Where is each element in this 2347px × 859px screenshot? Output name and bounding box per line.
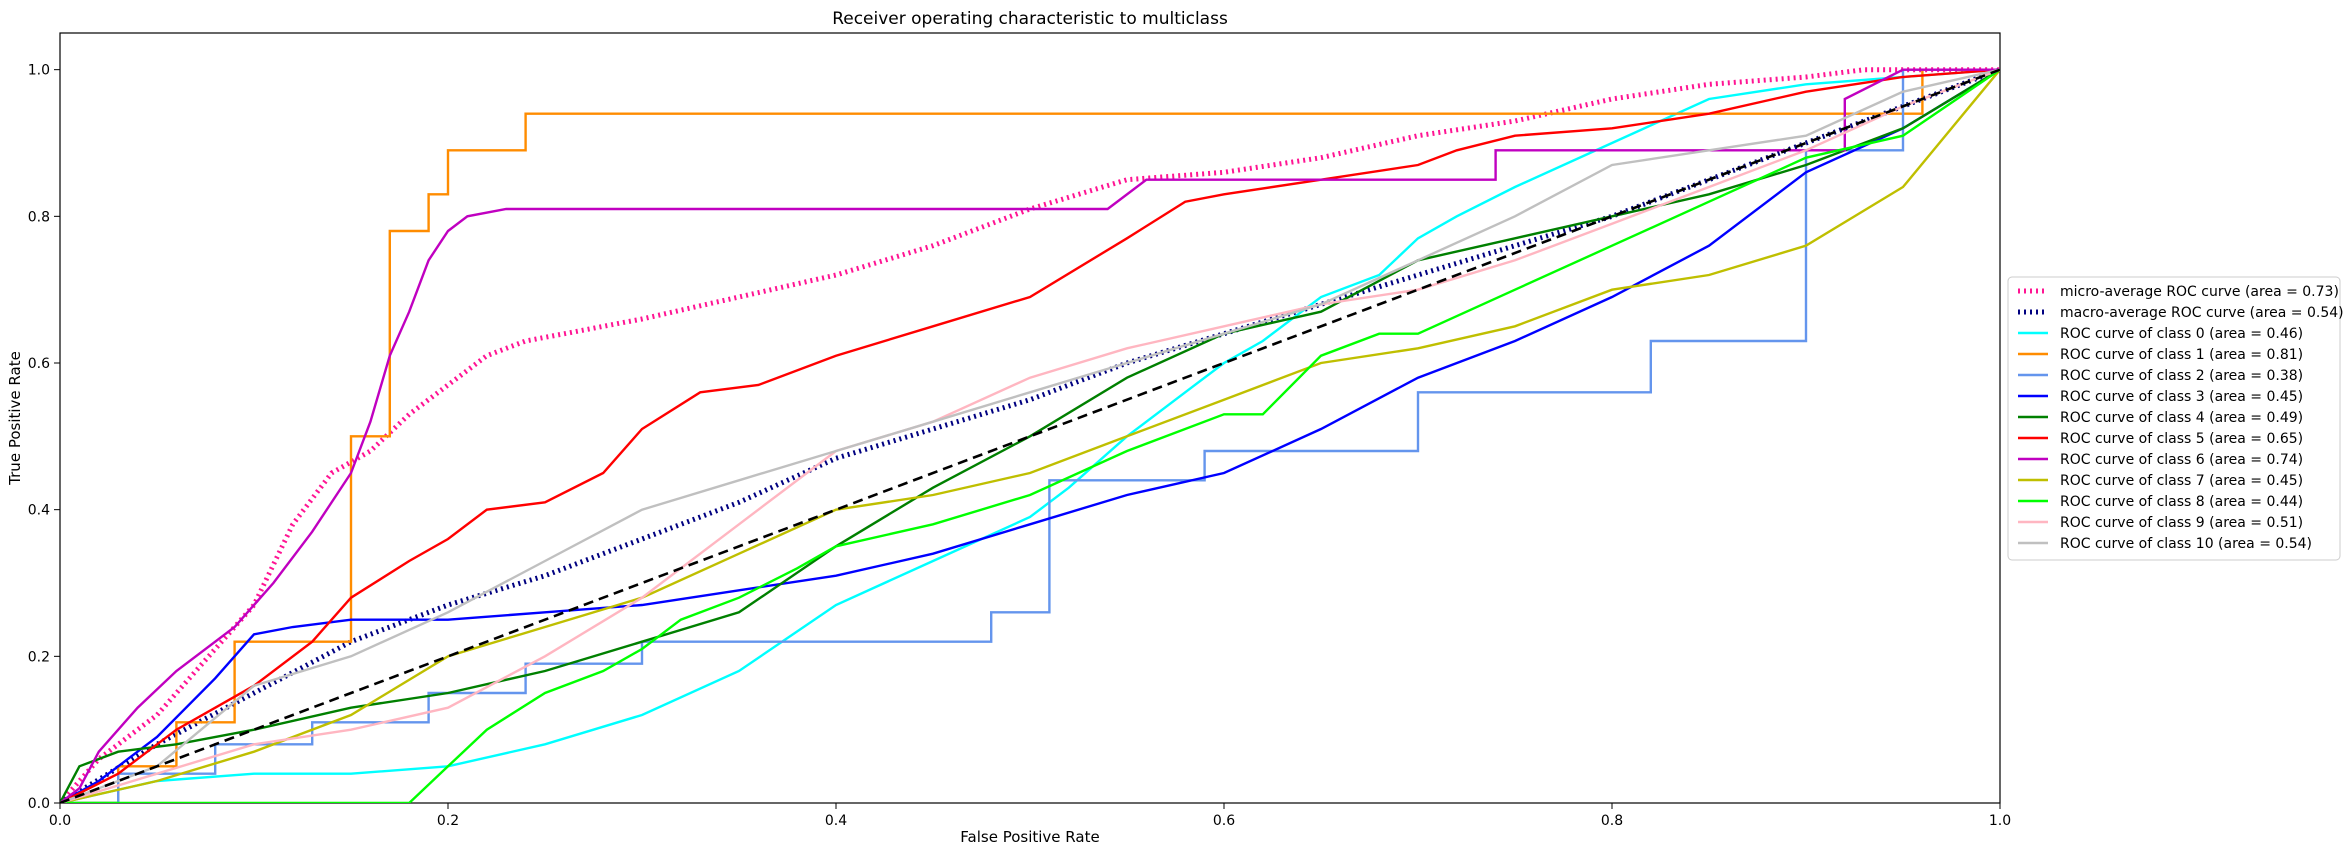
- legend-label: ROC curve of class 2 (area = 0.38): [2060, 368, 2303, 384]
- legend-box: [2007, 276, 2341, 561]
- y-tick-label: 0.2: [28, 649, 50, 665]
- legend-label: ROC curve of class 3 (area = 0.45): [2060, 389, 2303, 405]
- legend-label: ROC curve of class 10 (area = 0.54): [2060, 536, 2312, 552]
- roc-series-line-12: [60, 68, 2000, 803]
- legend-label: ROC curve of class 0 (area = 0.46): [2060, 326, 2303, 342]
- legend-label: micro-average ROC curve (area = 0.73): [2060, 284, 2339, 300]
- x-tick-label: 0.6: [1213, 813, 1235, 829]
- legend-label: ROC curve of class 8 (area = 0.44): [2060, 494, 2303, 510]
- roc-series-line-8: [60, 68, 2000, 803]
- y-axis-label: True Positive Rate: [6, 351, 24, 486]
- roc-series-line-7: [60, 68, 2000, 803]
- legend-label: ROC curve of class 6 (area = 0.74): [2060, 452, 2303, 468]
- chance-diagonal-line: [60, 68, 2000, 803]
- roc-series-line-9: [60, 68, 2000, 803]
- x-axis-label: False Positive Rate: [960, 828, 1099, 846]
- roc-series-line-0: [60, 67, 2000, 803]
- plot-area: 0.0 0.2 0.4 0.6 0.8 1.0 0.0 0.2 0.4 0.6 0.8 1.0: [28, 32, 2011, 829]
- x-tick-label: 0.2: [437, 813, 459, 829]
- roc-series-line-4: [60, 68, 2000, 803]
- legend-label: ROC curve of class 1 (area = 0.81): [2060, 347, 2303, 363]
- y-tick-label: 1.0: [28, 63, 50, 79]
- y-tick-label: 0.6: [28, 356, 50, 372]
- roc-series-line-6: [60, 68, 2000, 803]
- roc-series-line-1: [60, 67, 2000, 803]
- y-tick-label: 0.0: [28, 796, 50, 812]
- chart-title: Receiver operating characteristic to mul…: [832, 9, 1228, 29]
- x-tick-label: 0.0: [49, 813, 71, 829]
- x-tick-label: 0.8: [1601, 813, 1623, 829]
- plot-frame: [59, 32, 2001, 804]
- legend-label: macro-average ROC curve (area = 0.54): [2060, 305, 2344, 321]
- curves-group: [60, 67, 2000, 803]
- roc-series-line-11: [60, 68, 2000, 803]
- legend-label: ROC curve of class 7 (area = 0.45): [2060, 473, 2303, 489]
- legend-label: ROC curve of class 4 (area = 0.49): [2060, 410, 2303, 426]
- x-tick-label: 1.0: [1989, 813, 2011, 829]
- legend: micro-average ROC curve (area = 0.73) mac…: [2007, 276, 2344, 561]
- roc-series-line-10: [60, 68, 2000, 803]
- y-tick-label: 0.4: [28, 503, 50, 519]
- legend-label: ROC curve of class 5 (area = 0.65): [2060, 431, 2303, 447]
- y-tick-label: 0.8: [28, 209, 50, 225]
- legend-label: ROC curve of class 9 (area = 0.51): [2060, 515, 2303, 531]
- x-tick-label: 0.4: [825, 813, 847, 829]
